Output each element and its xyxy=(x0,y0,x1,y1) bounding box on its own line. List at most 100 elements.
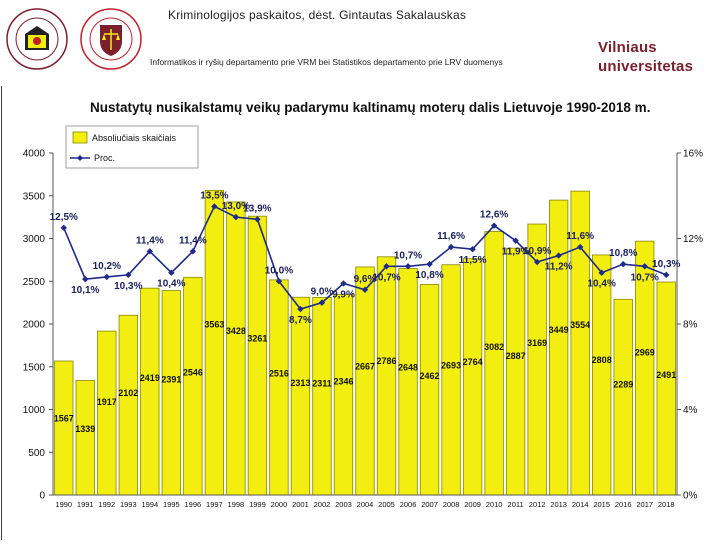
chart: Nustatytų nusikalstamų veikų padarymu ka… xyxy=(23,100,703,509)
bar xyxy=(398,268,418,496)
percent-point xyxy=(211,203,218,210)
bar-value-label: 2764 xyxy=(463,357,483,367)
x-tick-label: 2008 xyxy=(443,500,460,509)
percent-value-label: 11,9% xyxy=(502,247,530,258)
bar xyxy=(462,258,483,496)
bar-value-label: 2102 xyxy=(118,388,138,398)
x-tick-label: 2001 xyxy=(292,500,309,509)
x-tick-label: 2007 xyxy=(421,500,438,509)
percent-point xyxy=(361,286,369,293)
legend-bar-label: Absoliučiais skaičiais xyxy=(92,133,177,143)
bar-value-label: 2808 xyxy=(592,355,612,365)
x-tick-label: 1992 xyxy=(98,500,115,509)
bar-value-label: 2516 xyxy=(269,369,289,379)
x-tick-label: 2003 xyxy=(335,500,352,509)
bar-value-label: 2667 xyxy=(355,362,375,372)
legend-bar-swatch xyxy=(72,131,88,144)
bar-value-label: 2786 xyxy=(377,356,397,366)
percent-value-label: 10,7% xyxy=(631,272,659,283)
legend-line-label: Proc. xyxy=(94,153,115,163)
percent-value-label: 11,4% xyxy=(136,235,164,246)
percent-value-label: 11,5% xyxy=(459,255,487,266)
percent-value-label: 10,4% xyxy=(157,279,185,290)
percent-value-label: 9,9% xyxy=(332,289,355,300)
bar xyxy=(140,287,160,496)
x-tick-label: 2014 xyxy=(572,500,589,509)
percent-value-label: 9,6% xyxy=(354,274,377,285)
chart-panel: Nustatytų nusikalstamų veikų padarymu ka… xyxy=(0,86,720,540)
percent-point xyxy=(404,263,412,270)
bar-value-label: 2346 xyxy=(333,377,353,387)
left-axis-tick-label: 500 xyxy=(28,448,45,459)
percent-series xyxy=(60,203,670,313)
left-axis-tick-label: 2500 xyxy=(23,277,46,288)
bar-value-label: 3563 xyxy=(204,319,224,329)
bar-value-label: 2887 xyxy=(506,351,526,361)
percent-point xyxy=(340,280,347,287)
bar xyxy=(419,284,440,496)
bar xyxy=(656,281,676,496)
percent-point xyxy=(189,248,197,255)
x-tick-label: 1991 xyxy=(77,500,94,509)
percent-point xyxy=(598,269,605,276)
bar-value-label: 2693 xyxy=(441,360,461,370)
bar-value-label: 1917 xyxy=(97,397,117,407)
percent-value-label: 13,0% xyxy=(222,201,250,212)
percent-value-label: 11,6% xyxy=(566,231,594,242)
percent-point xyxy=(60,224,67,232)
percent-point xyxy=(620,260,627,268)
bar-value-label: 3261 xyxy=(247,334,267,344)
percent-point xyxy=(663,271,670,279)
percent-value-label: 10,4% xyxy=(588,279,616,290)
percent-point xyxy=(383,263,390,270)
university-wordmark-line1: Vilniaus xyxy=(598,39,657,56)
x-tick-label: 2004 xyxy=(357,500,374,509)
bar-value-label: 3169 xyxy=(527,338,547,348)
course-title: Kriminologijos paskaitos, dėst. Gintauta… xyxy=(168,8,467,22)
right-axis-tick-label: 0% xyxy=(683,491,698,502)
percent-point xyxy=(469,245,476,253)
data-source-text: Informatikos ir ryšių departamento prie … xyxy=(150,57,503,67)
left-axis: 0 500 1000 1500 2000 2500 3000 3500 4000 xyxy=(23,149,54,502)
x-tick-label: 2018 xyxy=(658,500,675,509)
bar-value-label: 2313 xyxy=(290,378,310,388)
university-wordmark: Vilniaus universitetas xyxy=(598,38,693,76)
x-tick-label: 1995 xyxy=(163,500,180,509)
percent-value-label: 11,4% xyxy=(179,235,207,246)
slide-left-border xyxy=(1,86,2,540)
university-wordmark-line2: universitetas xyxy=(598,58,694,75)
percent-point xyxy=(103,273,110,281)
bar xyxy=(613,298,633,496)
percent-point xyxy=(447,243,455,251)
bar-value-label: 3428 xyxy=(226,326,246,336)
university-seal-icon xyxy=(6,8,68,70)
bar xyxy=(376,256,397,496)
bar xyxy=(118,314,138,496)
x-axis: 1990 1991 1992 1993 1994 1995 1996 1997 1998 1999… xyxy=(53,494,677,509)
x-tick-label: 2011 xyxy=(508,500,524,509)
percent-point xyxy=(297,305,304,313)
x-tick-label: 1993 xyxy=(120,500,137,509)
bar xyxy=(54,360,74,496)
percent-value-label: 10,0% xyxy=(265,265,293,276)
bar xyxy=(333,294,354,496)
x-tick-label: 2000 xyxy=(271,500,288,509)
right-axis: 0% 4% 8% 12% 16% xyxy=(676,149,703,502)
percent-value-label: 11,2% xyxy=(545,262,573,273)
bar xyxy=(441,264,461,496)
x-tick-label: 1997 xyxy=(206,500,223,509)
x-tick-label: 2012 xyxy=(529,500,546,509)
percent-point xyxy=(490,222,498,229)
bar-value-label: 3082 xyxy=(484,342,504,352)
x-tick-label: 2013 xyxy=(550,500,567,509)
bar-series xyxy=(54,189,676,496)
bar-value-label: 3554 xyxy=(570,320,590,330)
percent-value-label: 10,8% xyxy=(415,270,443,281)
bar xyxy=(161,290,181,496)
x-tick-label: 2015 xyxy=(593,500,610,509)
percent-value-label: 11,6% xyxy=(437,231,465,242)
bar xyxy=(226,201,246,496)
percent-point xyxy=(168,269,175,276)
right-axis-tick-label: 12% xyxy=(683,234,703,245)
percent-point xyxy=(318,299,326,306)
